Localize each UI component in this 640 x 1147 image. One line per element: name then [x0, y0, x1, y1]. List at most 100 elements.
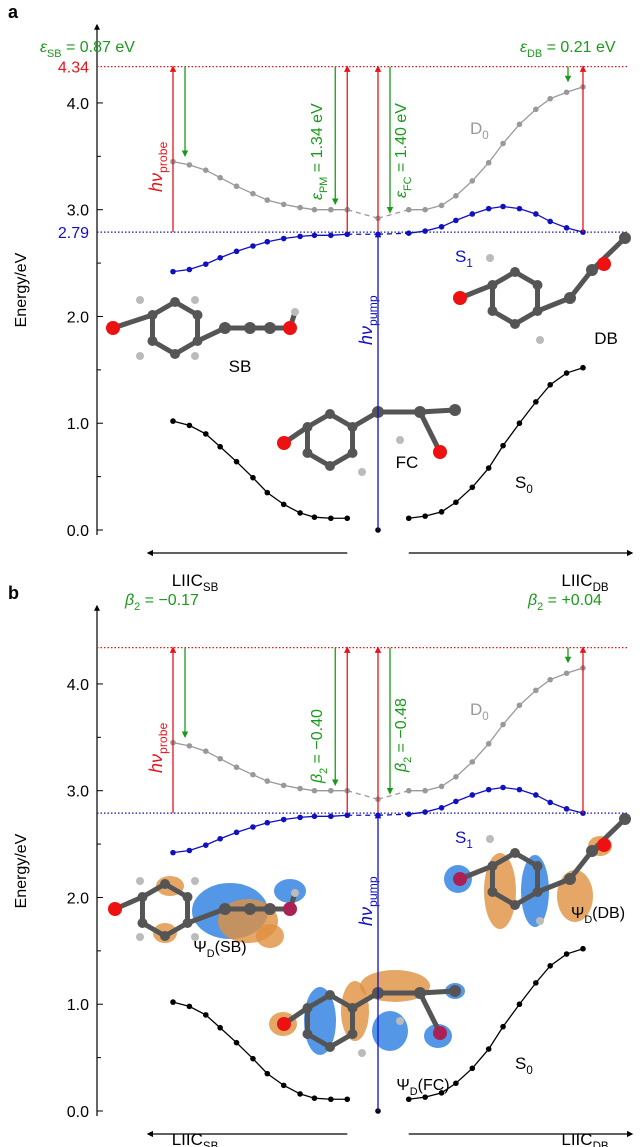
atom	[487, 887, 497, 897]
y-axis-label: Energy/eV	[13, 833, 30, 908]
atom	[619, 232, 631, 244]
curve-point	[564, 370, 570, 376]
curve-point	[547, 96, 553, 102]
atom	[136, 352, 144, 360]
annotation: ΨD(SB)	[193, 939, 246, 960]
curve-point	[486, 206, 492, 212]
atom	[264, 322, 276, 334]
y-tick-label: 4.0	[67, 677, 89, 694]
annotation: LIICDB	[561, 571, 609, 594]
atom	[414, 406, 426, 418]
curve-point	[422, 207, 428, 213]
curve-point	[470, 178, 476, 184]
curve-point	[533, 107, 539, 113]
curve-point	[470, 759, 476, 765]
atom	[487, 280, 497, 290]
text-part: 0	[526, 1065, 532, 1077]
atom	[283, 902, 297, 916]
text-part: = 1.40 eV	[393, 103, 410, 177]
curve-point	[328, 207, 334, 213]
text-part: LIIC	[172, 1130, 203, 1147]
curve-point	[297, 815, 303, 821]
atom	[291, 889, 299, 897]
atom	[510, 319, 520, 329]
curve	[409, 788, 583, 815]
text-part: hν	[146, 173, 166, 192]
text-part: pump	[366, 295, 380, 326]
y-tick-label: 1.0	[67, 416, 89, 433]
y-axis-label: Energy/eV	[13, 252, 30, 327]
curve-point	[533, 980, 539, 986]
bridge-line	[378, 210, 409, 219]
curve-point	[422, 228, 428, 234]
curve-point	[422, 1094, 428, 1100]
curve-label: S0	[515, 473, 533, 496]
curve-point	[564, 806, 570, 812]
text-part: = −0.17	[140, 592, 199, 609]
curve-point	[453, 218, 459, 224]
curve-point	[312, 788, 318, 794]
text-part: D	[470, 119, 482, 138]
bridge-line	[347, 791, 378, 800]
text-part: SB	[229, 357, 252, 376]
curve-point	[500, 785, 506, 791]
curve-point	[422, 809, 428, 815]
text-part: 0	[482, 711, 488, 723]
curve-label: S1	[455, 247, 473, 270]
curve-point	[406, 515, 412, 521]
annotation: LIICSB	[172, 1130, 219, 1147]
panel-label: b	[8, 583, 19, 603]
y-tick-label: 3.0	[67, 784, 89, 801]
text-part: SB	[203, 1141, 219, 1147]
curve-point	[203, 431, 209, 437]
curve-point	[517, 1001, 523, 1007]
curve-point	[344, 515, 350, 521]
curve-point	[250, 772, 256, 778]
curve-point	[187, 743, 193, 749]
text-part: S	[515, 1054, 526, 1073]
curve-point	[580, 946, 586, 952]
curve-point	[486, 160, 492, 166]
curve-point	[217, 1025, 223, 1031]
atom	[106, 321, 120, 335]
text-part: β	[527, 592, 537, 609]
atom	[302, 422, 312, 432]
curve-point	[500, 141, 506, 147]
annotation: hνpump	[356, 295, 380, 345]
text-part: DB	[593, 1141, 609, 1147]
curve-point	[406, 788, 412, 794]
curve-point	[170, 418, 176, 424]
curve-point	[281, 502, 287, 508]
curve-point	[250, 243, 256, 249]
atom	[137, 918, 147, 928]
atom	[564, 292, 576, 304]
curve-label: D0	[470, 119, 489, 142]
curve-point	[533, 688, 539, 694]
annotation: β2 = −0.17	[124, 592, 199, 613]
atom	[453, 872, 467, 886]
text-part: Ψ	[571, 905, 584, 922]
curve-point	[187, 848, 193, 854]
atom	[183, 918, 193, 928]
curve-point	[439, 509, 445, 515]
annotation: εPM = 1.34 eV	[309, 103, 330, 200]
text-part: SB	[47, 48, 62, 60]
curve-point	[453, 1080, 459, 1086]
atom	[433, 445, 447, 459]
curve-point	[297, 205, 303, 211]
y-tick-label: 1.0	[67, 997, 89, 1014]
curve-point	[234, 764, 240, 770]
atom	[191, 352, 199, 360]
text-part: 1	[466, 258, 472, 270]
curve-point	[234, 830, 240, 836]
curve-point	[564, 951, 570, 957]
atom	[302, 448, 312, 458]
curve-point	[533, 211, 539, 217]
atom	[136, 877, 144, 885]
orbital-lobe	[274, 879, 306, 903]
curve-point	[265, 820, 271, 826]
curve-point	[281, 1083, 287, 1089]
atom	[510, 900, 520, 910]
atom	[586, 845, 598, 857]
curve-point	[328, 788, 334, 794]
